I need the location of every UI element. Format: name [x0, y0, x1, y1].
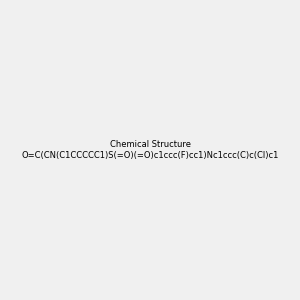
Text: Chemical Structure
O=C(CN(C1CCCCC1)S(=O)(=O)c1ccc(F)cc1)Nc1ccc(C)c(Cl)c1: Chemical Structure O=C(CN(C1CCCCC1)S(=O)… — [21, 140, 279, 160]
